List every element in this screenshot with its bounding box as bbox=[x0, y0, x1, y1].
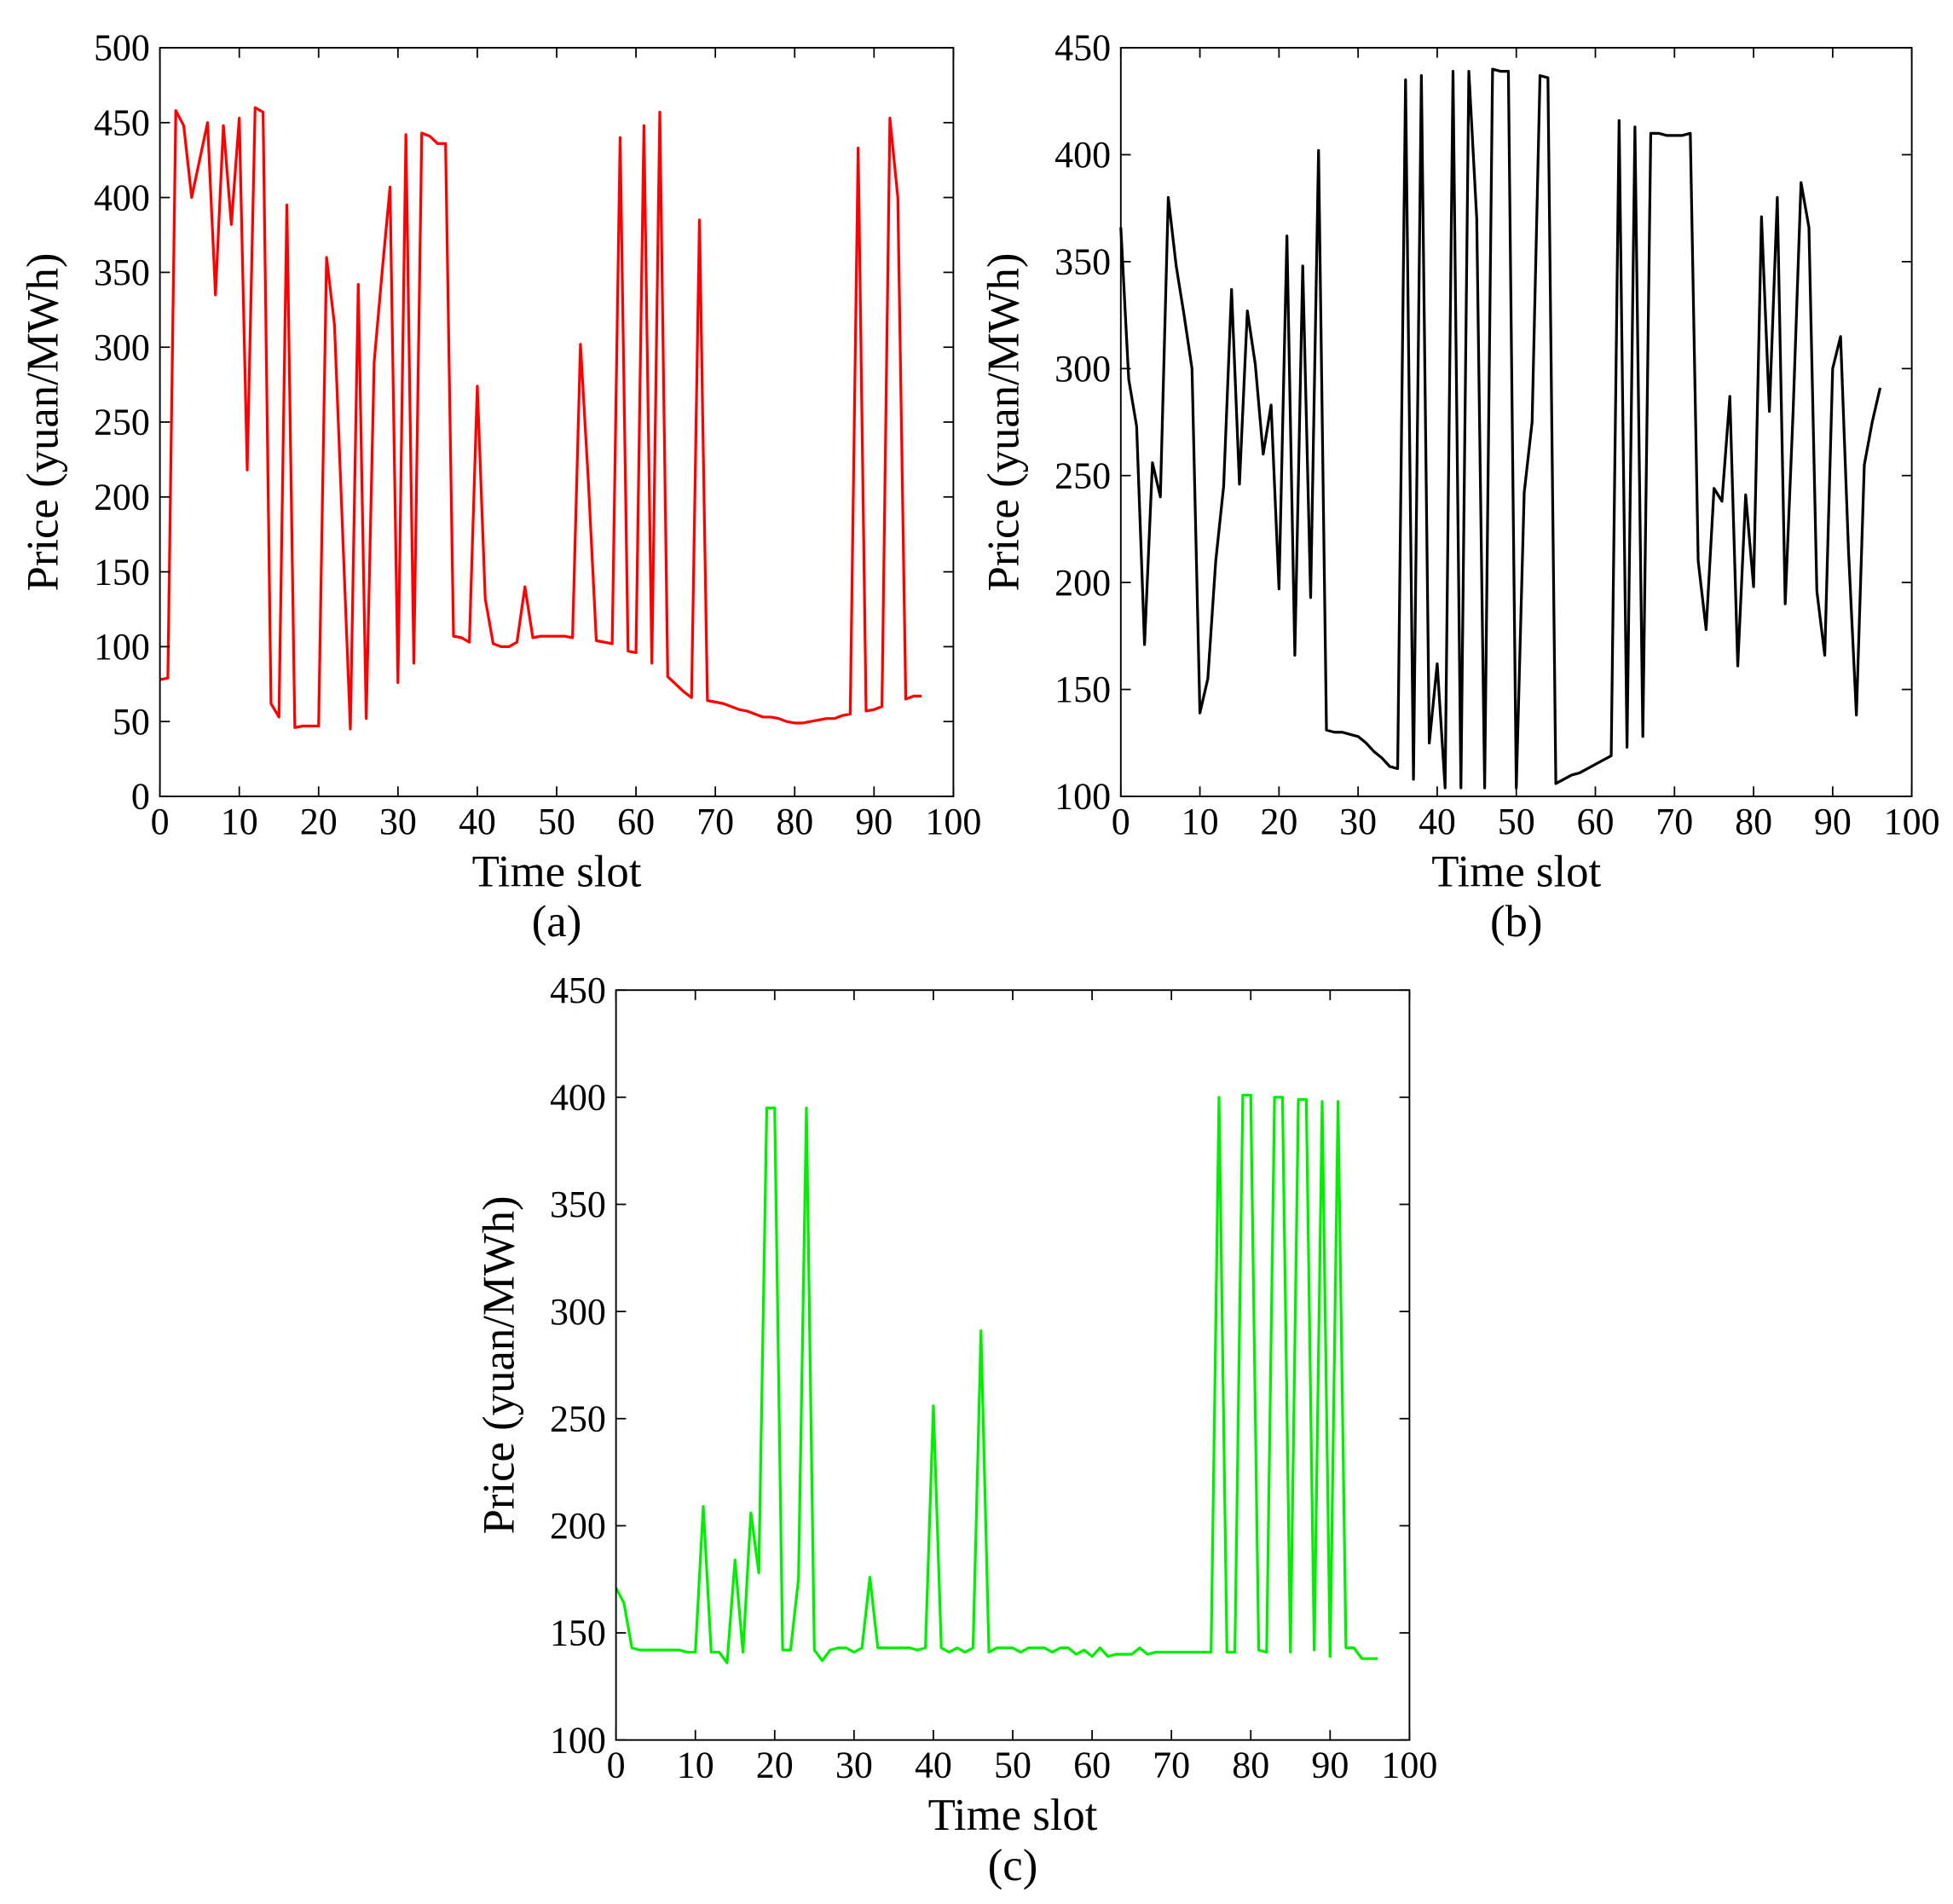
y-tick-label: 150 bbox=[550, 1612, 606, 1654]
x-tick-label: 80 bbox=[776, 801, 813, 842]
x-tick-label: 70 bbox=[1655, 801, 1693, 842]
x-tick-label: 30 bbox=[379, 801, 417, 842]
y-tick-label: 450 bbox=[550, 969, 606, 1011]
data-line bbox=[159, 106, 922, 731]
y-tick-label: 250 bbox=[1055, 454, 1111, 496]
y-tick-label: 450 bbox=[94, 101, 150, 143]
chart-panel: 0 10 20 30 40 50 60 70 80 90 100 100 150 200 250 300 350… bbox=[474, 969, 1437, 1890]
chart-panel: 0 10 20 30 40 50 60 70 80 90 100 0 50 100 150 200 250 300… bbox=[18, 27, 981, 947]
x-tick-label: 0 bbox=[607, 1745, 626, 1786]
x-tick-label: 10 bbox=[1182, 801, 1219, 842]
x-tick-label: 10 bbox=[677, 1745, 714, 1786]
x-tick-label: 0 bbox=[1112, 801, 1130, 842]
x-tick-label: 90 bbox=[1814, 801, 1852, 842]
y-tick-label: 50 bbox=[113, 701, 150, 743]
y-tick-label: 200 bbox=[550, 1505, 606, 1547]
y-tick-label: 200 bbox=[1055, 562, 1111, 604]
y-tick-label: 350 bbox=[1055, 241, 1111, 283]
x-tick-label: 30 bbox=[1339, 801, 1377, 842]
x-tick-label: 80 bbox=[1232, 1745, 1269, 1786]
x-tick-label: 10 bbox=[221, 801, 258, 842]
y-tick-label: 400 bbox=[550, 1077, 606, 1119]
x-axis-title: Time slot bbox=[928, 1791, 1098, 1840]
x-tick-label: 30 bbox=[835, 1745, 873, 1786]
data-line bbox=[1119, 67, 1882, 790]
y-tick-label: 150 bbox=[94, 551, 150, 593]
x-tick-label: 60 bbox=[1073, 1745, 1111, 1786]
y-tick-label: 300 bbox=[550, 1291, 606, 1333]
y-tick-label: 200 bbox=[94, 476, 150, 518]
x-tick-label: 20 bbox=[1260, 801, 1297, 842]
x-tick-label: 40 bbox=[459, 801, 496, 842]
y-tick-label: 250 bbox=[550, 1398, 606, 1439]
x-tick-label: 0 bbox=[151, 801, 170, 842]
y-tick-label: 250 bbox=[94, 402, 150, 443]
y-tick-label: 350 bbox=[94, 252, 150, 293]
y-axis-title: Price (yuan/MWh) bbox=[18, 253, 67, 592]
x-tick-label: 40 bbox=[1419, 801, 1456, 842]
x-tick-label: 40 bbox=[915, 1745, 952, 1786]
x-tick-label: 80 bbox=[1735, 801, 1772, 842]
data-line bbox=[615, 1093, 1378, 1664]
y-tick-label: 100 bbox=[94, 626, 150, 668]
x-tick-label: 100 bbox=[1381, 1745, 1437, 1786]
y-tick-label: 150 bbox=[1055, 668, 1111, 710]
y-tick-label: 0 bbox=[131, 776, 150, 818]
x-tick-label: 50 bbox=[538, 801, 575, 842]
y-tick-label: 400 bbox=[94, 177, 150, 218]
y-tick-label: 400 bbox=[1055, 134, 1111, 176]
x-tick-label: 50 bbox=[994, 1745, 1031, 1786]
y-tick-label: 100 bbox=[1055, 776, 1111, 818]
x-tick-label: 70 bbox=[1153, 1745, 1190, 1786]
x-axis-title: Time slot bbox=[1431, 848, 1601, 897]
y-axis-title: Price (yuan/MWh) bbox=[474, 1195, 523, 1534]
x-tick-label: 70 bbox=[696, 801, 734, 842]
x-axis-title: Time slot bbox=[472, 848, 642, 897]
x-tick-label: 90 bbox=[1311, 1745, 1349, 1786]
x-tick-label: 60 bbox=[617, 801, 655, 842]
x-tick-label: 20 bbox=[300, 801, 338, 842]
y-tick-label: 500 bbox=[94, 27, 150, 69]
x-tick-label: 100 bbox=[925, 801, 981, 842]
panel-label: (c) bbox=[988, 1841, 1038, 1890]
y-tick-label: 450 bbox=[1055, 27, 1111, 69]
y-axis-title: Price (yuan/MWh) bbox=[979, 253, 1029, 592]
y-tick-label: 300 bbox=[94, 327, 150, 368]
x-tick-label: 50 bbox=[1498, 801, 1535, 842]
y-tick-label: 300 bbox=[1055, 348, 1111, 390]
chart-panel: 0 10 20 30 40 50 60 70 80 90 100 100 150 200 250 300 350… bbox=[979, 27, 1940, 947]
y-tick-label: 350 bbox=[550, 1183, 606, 1225]
y-tick-label: 100 bbox=[550, 1719, 606, 1761]
panel-label: (a) bbox=[532, 897, 582, 946]
x-tick-label: 60 bbox=[1577, 801, 1615, 842]
panel-label: (b) bbox=[1490, 897, 1543, 946]
x-tick-label: 90 bbox=[855, 801, 893, 842]
x-tick-label: 100 bbox=[1884, 801, 1940, 842]
x-tick-label: 20 bbox=[756, 1745, 794, 1786]
